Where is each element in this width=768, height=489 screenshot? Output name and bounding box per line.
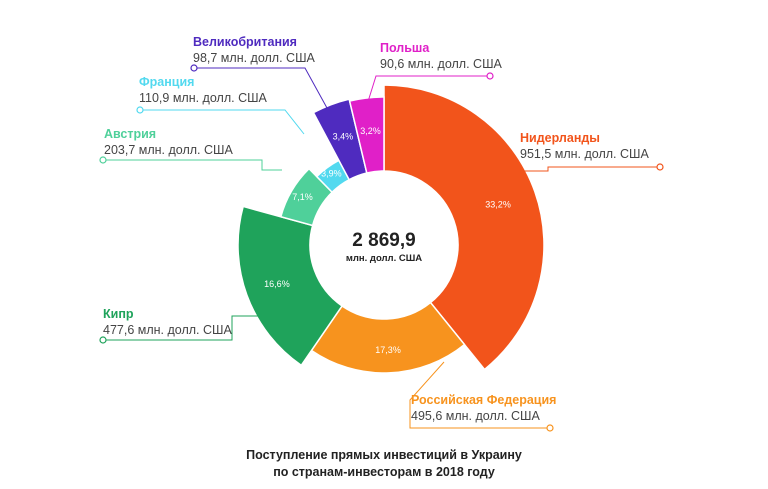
slice-pct-label: 3,9% (321, 168, 342, 178)
leader-dot (99, 336, 107, 344)
caption-line-2: по странам-инвесторам в 2018 году (273, 464, 495, 479)
legend-value: 110,9 млн. долл. США (139, 90, 267, 105)
slice-0 (383, 84, 545, 371)
slice-pct-label: 33,2% (485, 200, 511, 210)
slice-6 (348, 96, 385, 174)
legend-name: Нидерланды (520, 131, 600, 145)
leader-line (140, 109, 305, 135)
legend-value: 203,7 млн. долл. США (104, 142, 233, 157)
legend-value: 98,7 млн. долл. США (193, 50, 315, 65)
leader-line (103, 315, 262, 341)
leader-line (103, 159, 282, 171)
slice-pct-label: 17,3% (375, 345, 401, 355)
leader-dot (656, 163, 664, 171)
slice-2 (237, 205, 344, 367)
center-total: 2 869,9 (352, 230, 416, 251)
legend-austria: Австрия 203,7 млн. долл. США (104, 127, 233, 158)
legend-name: Кипр (103, 307, 134, 321)
legend-poland: Польша 90,6 млн. долл. США (380, 41, 502, 72)
slice-pct-label: 7,1% (292, 192, 313, 202)
leader-line (409, 361, 550, 429)
legend-value: 951,5 млн. долл. США (520, 146, 649, 161)
leader-dot (486, 72, 494, 80)
slice-pct-label: 16,6% (264, 279, 290, 289)
legend-netherlands: Нидерланды 951,5 млн. долл. США (520, 131, 649, 162)
leader-dot (190, 64, 198, 72)
leader-line (194, 67, 328, 109)
legend-name: Российская Федерация (411, 393, 557, 407)
leader-dot (546, 424, 554, 432)
legend-uk: Великобритания 98,7 млн. долл. США (193, 35, 315, 66)
slice-pct-label: 3,2% (360, 126, 381, 136)
chart-caption: Поступление прямых инвестиций в Украину … (184, 447, 584, 481)
legend-france: Франция 110,9 млн. долл. США (139, 75, 267, 106)
legend-value: 90,6 млн. долл. США (380, 56, 502, 71)
caption-line-1: Поступление прямых инвестиций в Украину (246, 448, 522, 462)
legend-russia: Российская Федерация 495,6 млн. долл. СШ… (411, 393, 556, 424)
leader-line (512, 166, 660, 172)
slice-pct-label: 3,4% (333, 132, 354, 142)
leader-dot (136, 106, 144, 114)
legend-name: Польша (380, 41, 430, 55)
leader-line (365, 75, 490, 109)
legend-value: 477,6 млн. долл. США (103, 322, 232, 337)
legend-value: 495,6 млн. долл. США (411, 408, 540, 423)
legend-name: Франция (139, 75, 195, 89)
legend-name: Великобритания (193, 35, 297, 49)
legend-name: Австрия (104, 127, 157, 141)
legend-cyprus: Кипр 477,6 млн. долл. США (103, 307, 232, 338)
center-unit: млн. долл. США (345, 253, 423, 264)
leader-dot (99, 156, 107, 164)
